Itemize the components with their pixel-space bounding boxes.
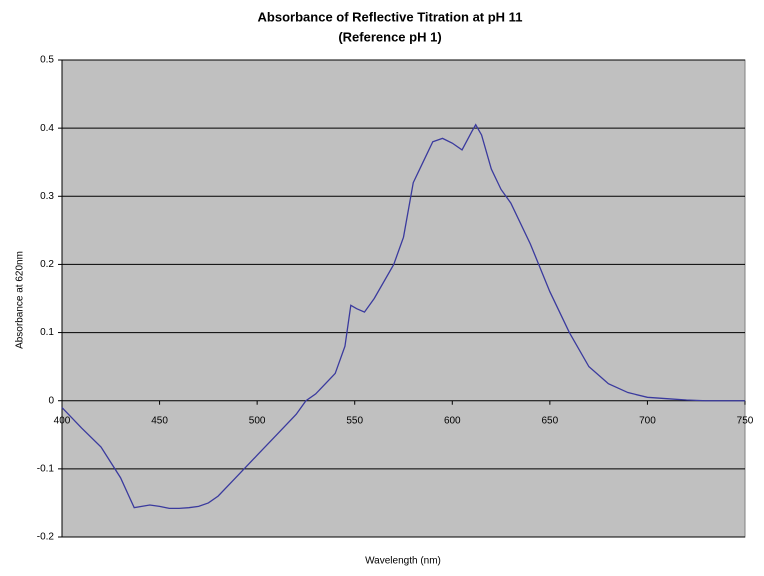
y-tick-label: 0.2	[40, 259, 54, 270]
chart-title: Absorbance of Reflective Titration at pH…	[258, 9, 523, 24]
x-tick-label: 400	[54, 415, 71, 426]
x-tick-label: 450	[151, 415, 168, 426]
x-tick-label: 650	[542, 415, 559, 426]
x-tick-label: 600	[444, 415, 461, 426]
plot-area	[61, 59, 746, 538]
x-tick-label: 550	[346, 415, 363, 426]
x-axis-label: Wavelength (nm)	[365, 556, 441, 567]
y-axis-label: Absorbance at 620nm	[15, 251, 26, 349]
x-tick-label: 700	[639, 415, 656, 426]
y-tick-label: 0.1	[40, 327, 54, 338]
y-tick-label: 0.4	[40, 123, 54, 134]
chart-subtitle: (Reference pH 1)	[338, 29, 441, 44]
y-tick-label: 0	[48, 395, 54, 406]
x-tick-label: 750	[737, 415, 754, 426]
y-tick-label: -0.2	[37, 532, 55, 543]
y-tick-label: 0.3	[40, 191, 54, 202]
x-tick-label: 500	[249, 415, 266, 426]
y-tick-label: -0.1	[37, 463, 55, 474]
data-line	[61, 123, 745, 510]
y-tick-label: 0.5	[40, 55, 54, 66]
